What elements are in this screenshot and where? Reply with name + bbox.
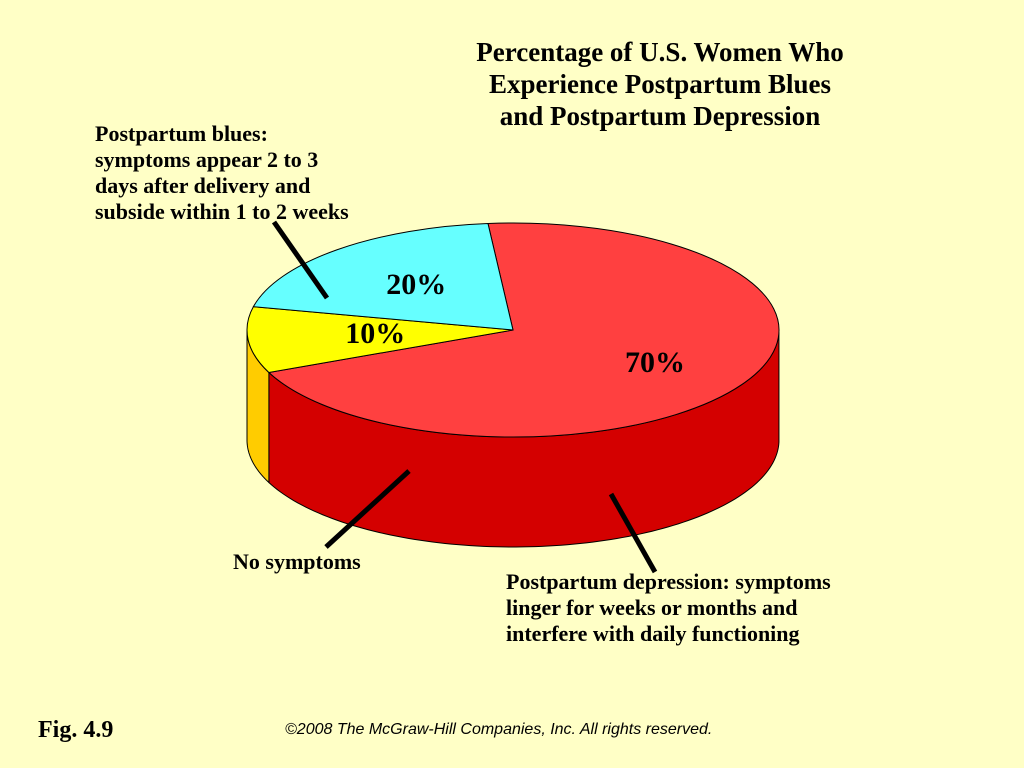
slice-postpartum-depression — [246, 306, 514, 374]
value-label-no-symptoms: 20% — [386, 268, 446, 301]
callout-postpartum-depression: Postpartum depression: symptoms linger f… — [506, 569, 831, 646]
value-label-postpartum-blues: 70% — [625, 346, 685, 379]
callout-postpartum-blues: Postpartum blues: symptoms appear 2 to 3… — [95, 121, 349, 224]
leader-postpartum-depression — [608, 492, 658, 574]
leader-lines — [271, 220, 658, 574]
chart-title: Percentage of U.S. Women Who Experience … — [476, 37, 844, 131]
slice-no-symptoms — [252, 222, 514, 331]
copyright-notice: ©2008 The McGraw-Hill Companies, Inc. Al… — [285, 721, 713, 738]
value-label-postpartum-depression: 10% — [345, 317, 405, 350]
leader-no-symptoms — [324, 469, 411, 549]
value-labels: 70% 10% 20% — [345, 268, 685, 379]
slice-postpartum-blues — [267, 222, 780, 438]
callout-no-symptoms: No symptoms — [233, 549, 361, 574]
leader-postpartum-blues — [271, 220, 330, 300]
pie-slices — [246, 222, 780, 438]
figure-number: Fig. 4.9 — [38, 717, 114, 743]
